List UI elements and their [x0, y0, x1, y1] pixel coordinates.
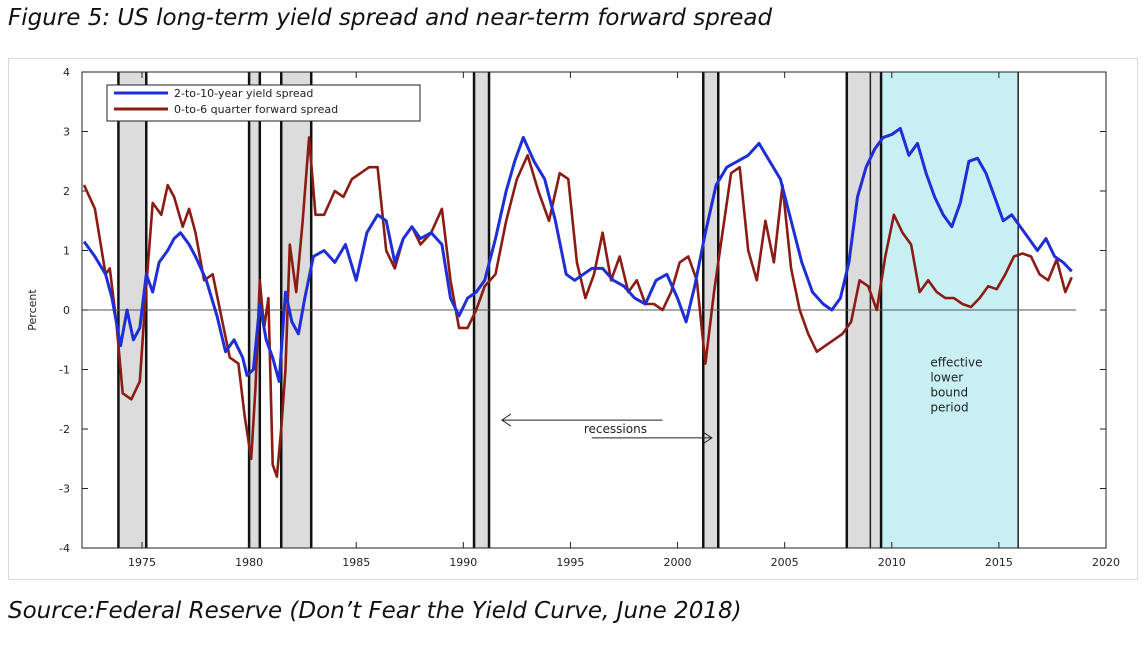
legend-label-yield-spread: 2-to-10-year yield spread [174, 87, 313, 100]
annotation-layer: recessions effective lower bound period [500, 356, 982, 445]
y-axis-label: Percent [26, 289, 39, 331]
y-tick-label: -1 [59, 364, 70, 377]
legend-label-forward-spread: 0-to-6 quarter forward spread [174, 103, 338, 116]
legend-box [106, 84, 421, 122]
recessions-label: recessions [584, 422, 647, 436]
x-tick-label: 2020 [1092, 556, 1120, 569]
arrowhead-right [702, 431, 713, 445]
x-tick-label: 1995 [556, 556, 584, 569]
x-tick-label: 1985 [342, 556, 370, 569]
y-tick-label: 0 [63, 304, 70, 317]
elb-label-line: bound [930, 386, 968, 400]
x-tick-label: 1990 [449, 556, 477, 569]
y-tick-label: 4 [63, 66, 70, 79]
arrowhead-left [500, 413, 512, 427]
y-tick-label: 2 [63, 185, 70, 198]
line-layer [82, 127, 1073, 478]
yield-spread-line [82, 127, 1073, 383]
x-tick-label: 2005 [771, 556, 799, 569]
elb-label-line: period [930, 401, 968, 415]
x-tick-label: 1980 [235, 556, 263, 569]
figure-title: Figure 5: US long-term yield spread and … [8, 5, 773, 31]
x-tick-label: 2015 [985, 556, 1013, 569]
y-tick-label: 3 [63, 126, 70, 139]
forward-spread-line [82, 136, 1073, 478]
axis-layer: 1975 1980 1985 1990 1995 2000 2005 2010 2015 2020… [59, 66, 1120, 569]
legend: 2-to-10-year yield spread 0-to-6 quarter… [106, 84, 421, 122]
elb-label-line: lower [930, 371, 963, 385]
y-tick-label: -3 [59, 483, 70, 496]
y-tick-label: -4 [59, 542, 70, 555]
y-tick-label: -2 [59, 423, 70, 436]
x-tick-label: 2010 [878, 556, 906, 569]
y-tick-label: 1 [63, 245, 70, 258]
source-note: Source:Federal Reserve (Don’t Fear the Y… [8, 598, 742, 624]
x-tick-label: 1975 [128, 556, 156, 569]
x-tick-label: 2000 [664, 556, 692, 569]
elb-label-line: effective [930, 356, 982, 370]
